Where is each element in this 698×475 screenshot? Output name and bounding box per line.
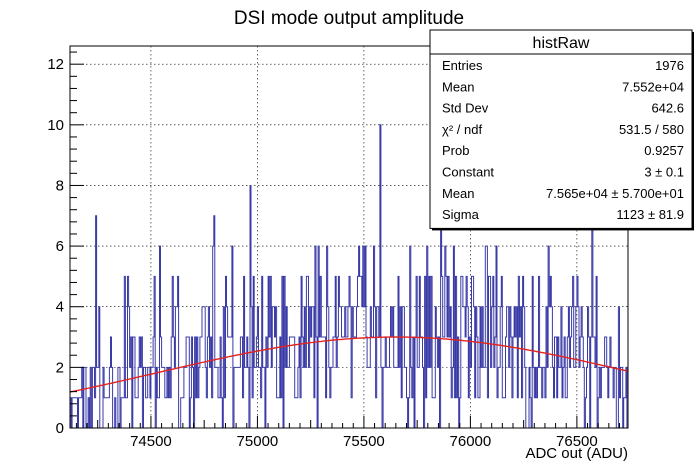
chart-title: DSI mode output amplitude: [234, 8, 464, 29]
y-tick-label: 12: [47, 56, 64, 73]
x-tick-label: 75000: [237, 433, 279, 450]
x-tick-label: 74500: [130, 433, 172, 450]
x-tick-label: 76000: [450, 433, 492, 450]
x-axis-label: ADC out (ADU): [525, 445, 628, 462]
stats-row-value: 642.6: [651, 101, 684, 116]
stats-row-value: 531.5 / 580: [619, 122, 684, 137]
histogram-line: [70, 124, 628, 429]
stats-row-value: 1976: [655, 58, 684, 73]
plot-frame: [69, 45, 629, 429]
y-tick-label: 2: [56, 359, 64, 376]
stats-row-label: Mean: [442, 186, 475, 201]
stats-row-value: 1123 ± 81.9: [616, 207, 684, 222]
x-tick-label: 75500: [343, 433, 385, 450]
stats-row-value: 7.552e+04: [622, 79, 684, 94]
y-axis: 0 2 4 6 8 10 12: [47, 51, 84, 437]
stats-row-label: Std Dev: [442, 101, 489, 116]
stats-row-label: Prob: [442, 143, 469, 158]
y-tick-label: 10: [47, 117, 64, 134]
y-tick-label: 4: [56, 299, 64, 316]
y-tick-label: 8: [56, 177, 64, 194]
stats-row-label: Constant: [442, 165, 494, 180]
stats-box: histRaw Entries 1976 Mean 7.552e+04 Std Dev 64…: [429, 29, 694, 231]
y-tick-label: 6: [56, 238, 64, 255]
fit-curve: [69, 336, 629, 393]
stats-row-label: Entries: [442, 58, 483, 73]
stats-row-value: 7.565e+04 ± 5.700e+01: [546, 186, 684, 201]
stats-box-frame: [429, 29, 693, 229]
x-axis: 74500 75000 75500 76000 76500: [75, 416, 620, 450]
stats-row-value: 3 ± 0.1: [644, 165, 684, 180]
stats-box-title: histRaw: [533, 35, 590, 52]
histogram-bars: [70, 124, 628, 429]
stats-row-value: 0.9257: [644, 143, 684, 158]
y-tick-label: 0: [56, 420, 64, 437]
stats-row-label: Mean: [442, 79, 475, 94]
stats-row-label: χ² / ndf: [442, 122, 482, 137]
x-tick-label: 76500: [556, 433, 598, 450]
stats-row-label: Sigma: [442, 207, 480, 222]
